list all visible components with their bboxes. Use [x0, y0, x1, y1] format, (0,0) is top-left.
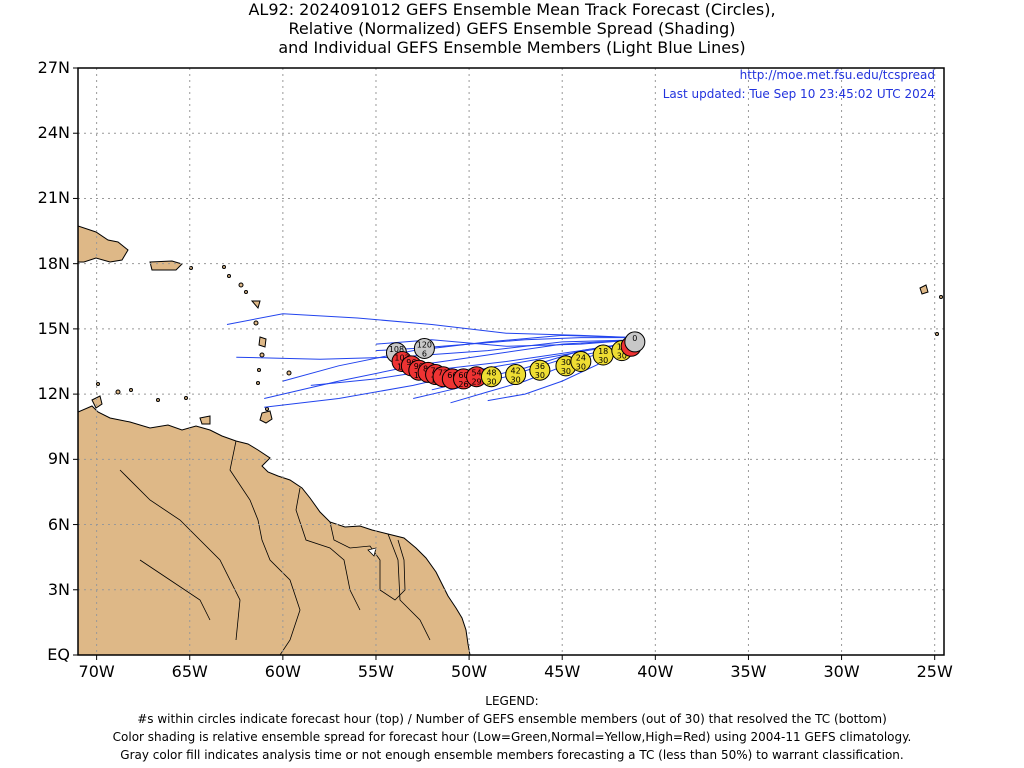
lat-label: 3N: [47, 579, 70, 599]
member-count-label: 29: [471, 378, 481, 387]
forecast-hour-label: 102: [394, 354, 409, 363]
lat-label: 9N: [47, 449, 70, 469]
land-masses: [78, 225, 943, 655]
member-count-label: 30: [535, 371, 545, 380]
lat-label: 24N: [37, 123, 70, 143]
lat-label: 18N: [37, 253, 70, 273]
member-track: [226, 313, 637, 339]
forecast-hour-label: 0: [632, 334, 637, 343]
land-lesser-antilles: [91, 265, 292, 425]
last-updated-text: Last updated: Tue Sep 10 23:45:02 UTC 20…: [662, 87, 935, 101]
chart-title-line-3: and Individual GEFS Ensemble Members (Li…: [278, 38, 746, 57]
grid-lines: [78, 68, 944, 655]
forecast-hour-label: 36: [535, 362, 545, 371]
forecast-hour-label: 96: [406, 358, 416, 367]
forecast-hour-label: 30: [561, 358, 571, 367]
forecast-hour-label: 18: [598, 347, 608, 356]
track-circle-fill: [624, 331, 646, 353]
legend-line-1: #s within circles indicate forecast hour…: [137, 712, 887, 726]
member-count-label: 30: [598, 356, 608, 365]
land-puerto-rico: [149, 260, 183, 271]
lon-label: 45W: [544, 662, 581, 681]
member-count-label: 30: [511, 376, 521, 385]
lon-label: 65W: [171, 662, 208, 681]
track-circle-fill: [570, 351, 592, 372]
member-track: [375, 339, 637, 347]
forecast-hour-label: 60: [458, 371, 468, 380]
track-circle: 0: [624, 331, 646, 353]
lat-label: EQ: [47, 645, 70, 664]
lat-label: 15N: [37, 318, 70, 338]
member-count-label: 26: [458, 380, 468, 389]
forecast-hour-label: 48: [486, 369, 496, 378]
land-hispaniola: [78, 225, 129, 263]
land-east-atlantic-islands: [919, 284, 943, 336]
lat-label: 21N: [37, 188, 70, 208]
member-track: [236, 339, 637, 360]
member-count-label: 30: [486, 378, 496, 387]
forecast-hour-label: 42: [511, 367, 521, 376]
axis-ticks: [73, 67, 936, 660]
chart-title-line-1: AL92: 2024091012 GEFS Ensemble Mean Trac…: [248, 0, 776, 19]
forecast-hour-label: 72: [438, 369, 448, 378]
chart-title-line-2: Relative (Normalized) GEFS Ensemble Spre…: [288, 19, 736, 38]
forecast-hour-label: 66: [447, 371, 457, 380]
lon-label: 70W: [78, 662, 115, 681]
lon-label: 55W: [357, 662, 395, 681]
plot-frame: [77, 67, 945, 656]
lon-label: 25W: [916, 662, 953, 681]
forecast-hour-label: 54: [471, 369, 481, 378]
legend-heading: LEGEND:: [485, 694, 539, 708]
forecast-hour-label: 90: [414, 362, 424, 371]
member-count-label: 6: [422, 349, 427, 358]
lon-label: 50W: [451, 662, 488, 681]
lon-label: 35W: [730, 662, 767, 681]
member-count-label: 30: [617, 352, 627, 361]
land-lake: [367, 547, 377, 557]
mean-track-circles: 1206108810211969013847818726660265429483…: [385, 331, 646, 390]
track-circle-fill: [529, 359, 551, 381]
lat-label: 12N: [37, 384, 70, 404]
legend-line-2: Color shading is relative ensemble sprea…: [112, 730, 912, 744]
member-track: [375, 337, 637, 352]
forecast-hour-label: 120: [417, 340, 432, 349]
member-count-label: 30: [576, 363, 586, 372]
lat-label: 27N: [37, 58, 70, 77]
forecast-hour-label: 24: [576, 354, 586, 363]
forecast-hour-label: 108: [389, 345, 404, 354]
member-count-label: 30: [561, 367, 571, 376]
legend-line-3: Gray color fill indicates analysis time …: [120, 748, 904, 762]
source-url[interactable]: http://moe.met.fsu.edu/tcspread: [739, 68, 935, 82]
lon-label: 60W: [264, 662, 301, 681]
lat-label: 6N: [47, 514, 70, 534]
member-track: [282, 334, 637, 382]
track-circle-fill: [413, 337, 435, 359]
land-trinidad: [259, 410, 273, 424]
lon-label: 30W: [823, 662, 860, 681]
land-south-america: [78, 405, 471, 655]
lon-label: 40W: [637, 662, 674, 681]
track-circle-fill: [480, 366, 502, 388]
track-circle-fill: [505, 364, 527, 386]
